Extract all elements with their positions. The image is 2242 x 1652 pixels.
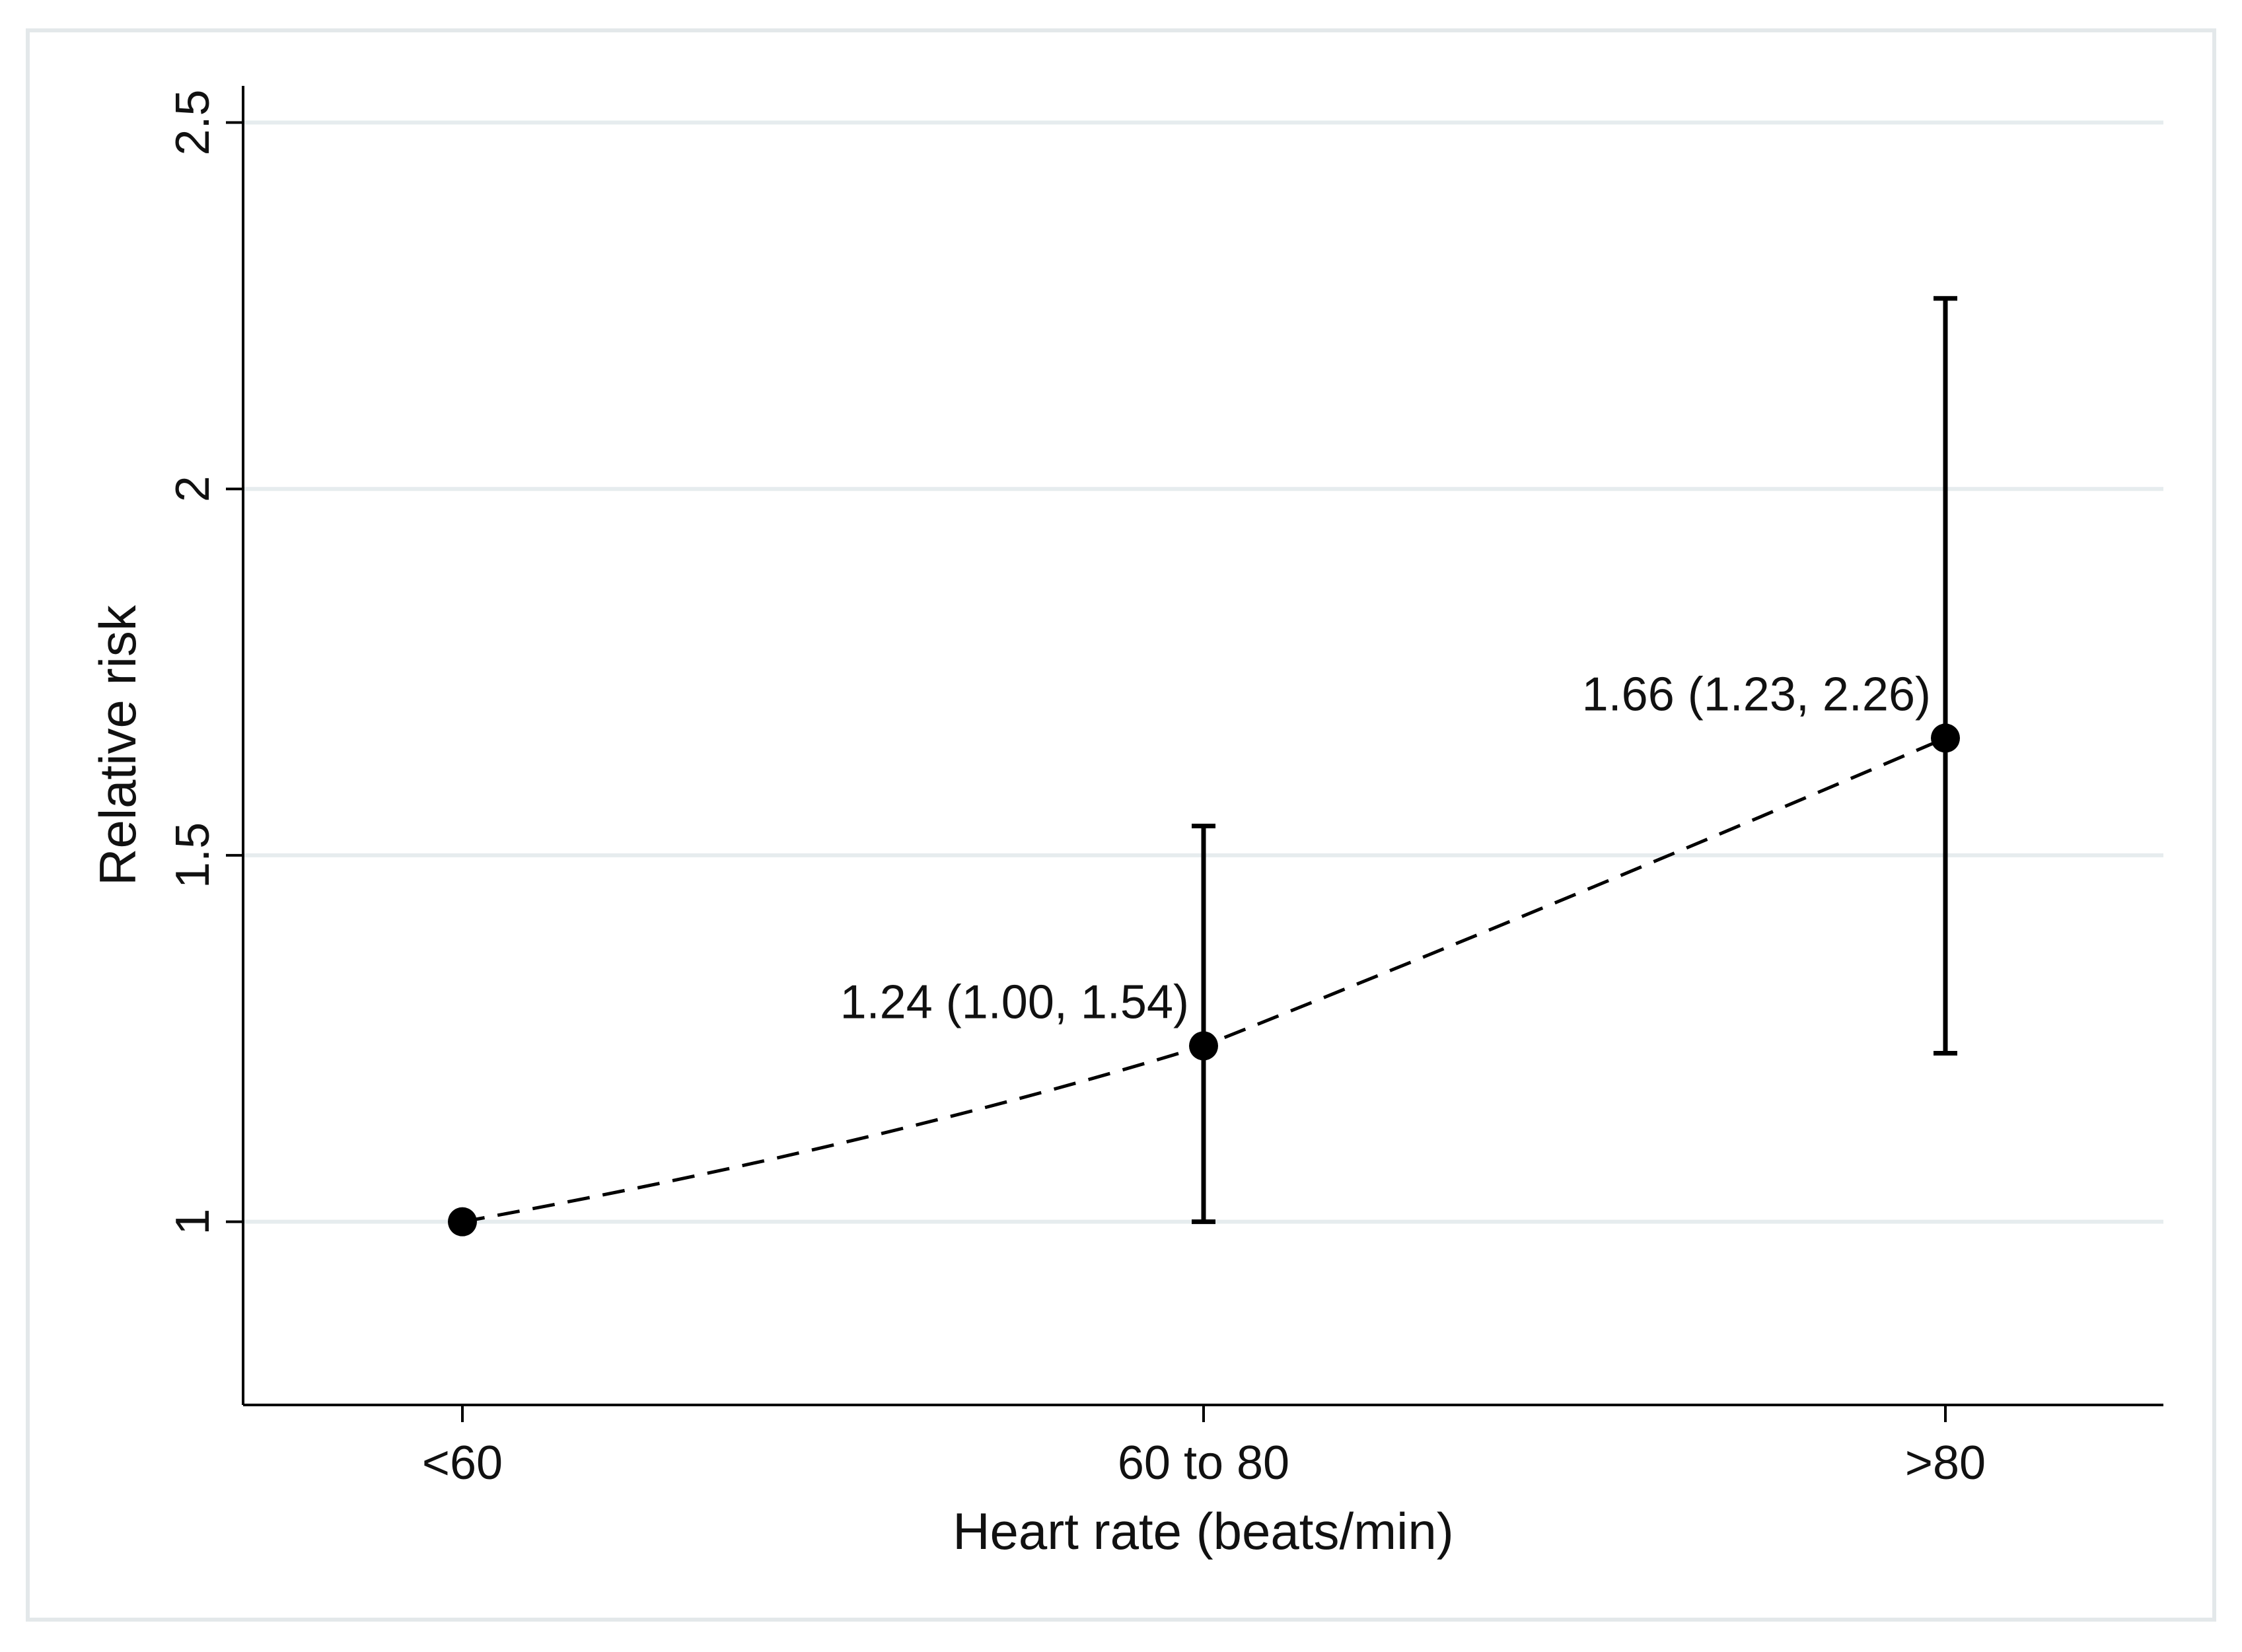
x-tick-label-1: 60 to 80 [1118,1437,1289,1490]
y-axis-title: Relative risk [89,604,147,886]
data-label-2: 1.66 (1.23, 2.26) [1582,668,1931,721]
labels: 1 1.5 2 2.5 <60 60 to 80 >80 1.24 (1.00, 1.54) 1… [166,89,1986,1490]
x-tick-label-2: >80 [1905,1437,1986,1490]
y-tick-label-0: 1 [166,1209,219,1235]
axes [226,86,2163,1422]
outer-frame [26,28,2216,1622]
x-tick-label-0: <60 [422,1437,503,1490]
data-point-1 [1189,1031,1218,1061]
data-point-2 [1931,723,1960,753]
data-point-0 [448,1207,477,1237]
x-axis-title: Heart rate (beats/min) [953,1502,1454,1560]
y-tick-label-1: 1.5 [166,822,219,888]
y-tick-label-3: 2.5 [166,89,219,155]
data-label-1: 1.24 (1.00, 1.54) [840,976,1189,1028]
y-tick-label-2: 2 [166,476,219,502]
series [448,296,1960,1237]
